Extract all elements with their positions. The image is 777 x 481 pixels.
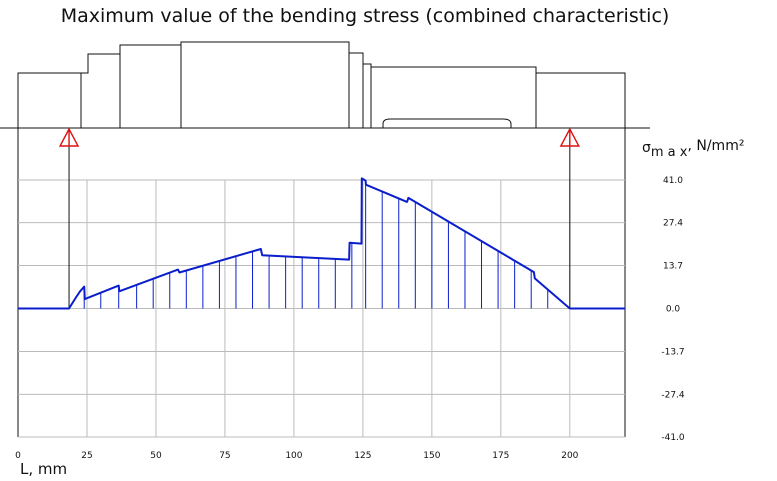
x-tick-label: 0 (15, 451, 21, 461)
x-tick-label: 150 (423, 451, 440, 461)
y-tick-label: 27.4 (663, 219, 683, 229)
y-axis-subscript: m a x (651, 145, 688, 160)
y-axis-unit: , N/mm² (687, 138, 744, 154)
y-tick-label: 41.0 (663, 176, 683, 186)
shaft-profile (17, 41, 626, 128)
chart-title: Maximum value of the bending stress (com… (61, 5, 670, 27)
y-tick-label: 0.0 (666, 305, 681, 315)
support-marker-icon (58, 127, 80, 147)
y-axis-label: σm a x, N/mm² (642, 138, 744, 160)
x-tick-label: 75 (219, 451, 230, 461)
y-axis-symbol: σ (642, 140, 651, 156)
x-tick-label: 50 (150, 451, 162, 461)
y-tick-label: 13.7 (663, 262, 683, 272)
stress-hatching (83, 180, 549, 309)
y-tick-label: -13.7 (661, 347, 684, 357)
series-group (18, 177, 625, 310)
y-tick-label: -41.0 (661, 433, 685, 443)
x-tick-label: 125 (354, 451, 371, 461)
x-tick-label: 100 (285, 451, 302, 461)
supports (58, 127, 580, 309)
shaft-outline (0, 41, 650, 129)
keyway (382, 118, 512, 128)
x-tick-label: 175 (492, 451, 509, 461)
y-tick-labels: 41.0 27.4 13.7 0.0 -13.7 -27.4 -41.0 (661, 176, 685, 443)
x-tick-label: 25 (81, 451, 92, 461)
x-tick-labels: 0 25 50 75 100 125 150 175 200 (15, 451, 579, 461)
x-axis-label: L, mm (20, 460, 67, 478)
y-tick-label: -27.4 (661, 390, 685, 400)
grid (17, 128, 626, 438)
x-tick-label: 200 (561, 451, 578, 461)
support-marker-icon (559, 127, 580, 147)
stress-series-line (18, 177, 625, 310)
